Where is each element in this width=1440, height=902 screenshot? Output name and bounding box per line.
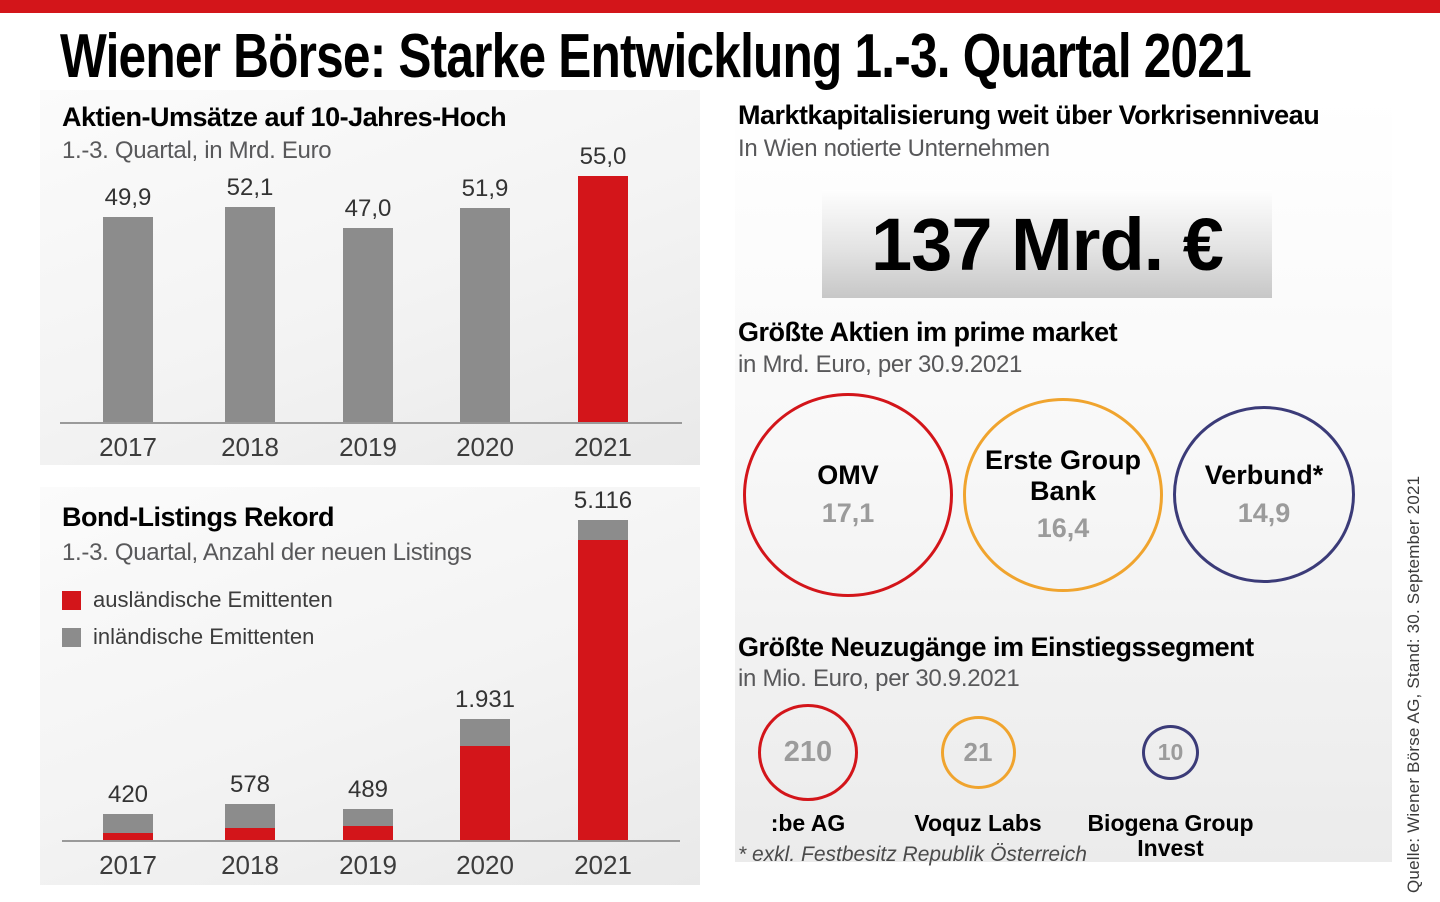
bubble-omv: OMV 17,1 <box>743 392 953 597</box>
bubble-value: 16,4 <box>1036 513 1090 544</box>
bar-group: 51,9 <box>445 175 525 422</box>
bubble-biogena-group-invest: 10 <box>1142 724 1199 780</box>
bar-group: 52,1 <box>210 174 290 422</box>
bar-value-label: 49,9 <box>104 184 152 211</box>
bar-value-label: 51,9 <box>461 175 509 202</box>
legend-swatch-gray <box>62 627 81 647</box>
bar-group: 49,9 <box>88 184 168 422</box>
bubble-value: 17,1 <box>821 497 875 528</box>
x-axis-line <box>62 840 680 842</box>
bubble-value: 21 <box>963 736 993 767</box>
bubble-name: Verbund* <box>1204 460 1324 491</box>
year-label: 2020 <box>456 850 514 880</box>
bar-segment-inlaendische <box>578 520 628 540</box>
chart-subtitle: 1.-3. Quartal, Anzahl der neuen Listings <box>62 539 472 566</box>
year-label: 2021 <box>574 850 632 880</box>
bar-segment-inlaendische <box>460 719 510 746</box>
page-title: Wiener Börse: Starke Entwicklung 1.-3. Q… <box>60 22 1252 91</box>
section-title-marktkapitalisierung: Marktkapitalisierung weit über Vorkrisen… <box>738 100 1320 130</box>
bar-segment-inlaendische <box>103 814 153 833</box>
bar-group: 55,0 <box>563 143 643 422</box>
bubble-name: OMV <box>817 460 879 491</box>
bubble-voquz-labs: 21 <box>940 715 1016 789</box>
bubble-name: Erste Group Bank <box>984 444 1142 506</box>
bubble-value: 14,9 <box>1237 497 1291 528</box>
legend-label: inländische Emittenten <box>93 624 315 649</box>
bar-total-label: 489 <box>347 776 389 803</box>
bar-total-label: 1.931 <box>454 686 516 713</box>
source-note: Quelle: Wiener Börse AG, Stand: 30. Sept… <box>1404 475 1423 893</box>
stacked-bar-group: 489 <box>328 776 408 840</box>
section-title-prime-market: Größte Aktien im prime market <box>738 317 1118 347</box>
company-label: Biogena Group Invest <box>1087 810 1254 862</box>
bubble-verbund-: Verbund* 14,9 <box>1173 406 1355 583</box>
bubble-chart-neuzugaenge: 210 21 10 <box>738 699 1263 805</box>
chart-title: Aktien-Umsätze auf 10-Jahres-Hoch <box>62 102 507 132</box>
stacked-bar-group: 420 <box>88 781 168 840</box>
section-subtitle: in Mrd. Euro, per 30.9.2021 <box>738 351 1023 378</box>
year-label: 2018 <box>221 850 279 880</box>
bar-segment-auslaendische <box>103 833 153 840</box>
bond-listings-panel: Bond-Listings Rekord 1.-3. Quartal, Anza… <box>40 487 700 885</box>
bar-segment-auslaendische <box>578 540 628 840</box>
bar-total-label: 578 <box>229 771 271 798</box>
bubble-value: 210 <box>783 735 833 768</box>
legend-swatch-red <box>62 590 81 610</box>
footnote: * exkl. Festbesitz Republik Österreich <box>738 843 1087 866</box>
bar-segment-auslaendische <box>460 746 510 840</box>
bar-value-label: 52,1 <box>226 174 274 201</box>
year-label: 2021 <box>574 432 632 462</box>
bar-segment-inlaendische <box>225 804 275 828</box>
bubble-column: 10 <box>1078 724 1263 780</box>
bar <box>103 217 153 422</box>
chart-title: Bond-Listings Rekord <box>62 502 335 532</box>
bubble-column: 21 <box>893 715 1063 789</box>
stacked-bar-group: 578 <box>210 771 290 840</box>
right-panel: Marktkapitalisierung weit über Vorkrisen… <box>735 95 1392 866</box>
chart-subtitle: 1.-3. Quartal, in Mrd. Euro <box>62 137 332 164</box>
legend-label: ausländische Emittenten <box>93 587 333 612</box>
section-subtitle: in Mio. Euro, per 30.9.2021 <box>738 665 1020 692</box>
bubble-value: 10 <box>1157 738 1184 765</box>
section-subtitle: In Wien notierte Unternehmen <box>738 135 1050 162</box>
bar <box>225 207 275 422</box>
section-title-neuzugaenge: Größte Neuzugänge im Einstiegssegment <box>738 632 1254 662</box>
bar-segment-auslaendische <box>343 826 393 840</box>
bar-total-label: 420 <box>107 781 149 808</box>
company-label: :be AG <box>770 810 846 836</box>
bar <box>460 208 510 422</box>
bar <box>343 228 393 422</box>
top-accent-bar <box>0 0 1440 13</box>
x-axis-line <box>60 422 682 424</box>
company-labels-row: :be AG Voquz Labs Biogena Group Invest <box>738 810 1263 862</box>
year-label: 2018 <box>221 432 279 462</box>
stacked-bar-group: 5.116 <box>563 487 643 840</box>
aktien-umsaetze-panel: Aktien-Umsätze auf 10-Jahres-Hoch 1.-3. … <box>40 90 700 465</box>
bar <box>578 176 628 422</box>
bar-value-label: 55,0 <box>579 143 627 170</box>
year-label: 2017 <box>99 850 157 880</box>
bubble-erste-group-bank: Erste Group Bank 16,4 <box>963 397 1163 592</box>
bubble--be-ag: 210 <box>758 703 858 801</box>
bubble-column: 210 <box>738 703 878 801</box>
legend: ausländische Emittenten inländische Emit… <box>62 587 333 650</box>
bar-value-label: 47,0 <box>344 195 392 222</box>
bar-group: 47,0 <box>328 195 408 422</box>
market-cap-box: 137 Mrd. € <box>822 190 1272 298</box>
year-label: 2019 <box>339 850 397 880</box>
bar-segment-inlaendische <box>343 809 393 826</box>
year-label: 2020 <box>456 432 514 462</box>
market-cap-value: 137 Mrd. € <box>871 202 1224 286</box>
year-label: 2019 <box>339 432 397 462</box>
bubble-chart-prime-market: OMV 17,1 Erste Group Bank 16,4 Verbund* 14,9 <box>743 387 1383 602</box>
bar-segment-auslaendische <box>225 828 275 840</box>
legend-row-inlaendische: inländische Emittenten <box>62 624 333 650</box>
company-label: Voquz Labs <box>914 810 1042 836</box>
bar-total-label: 5.116 <box>573 487 633 514</box>
legend-row-auslaendische: ausländische Emittenten <box>62 587 333 613</box>
year-label: 2017 <box>99 432 157 462</box>
stacked-bar-group: 1.931 <box>445 686 525 840</box>
